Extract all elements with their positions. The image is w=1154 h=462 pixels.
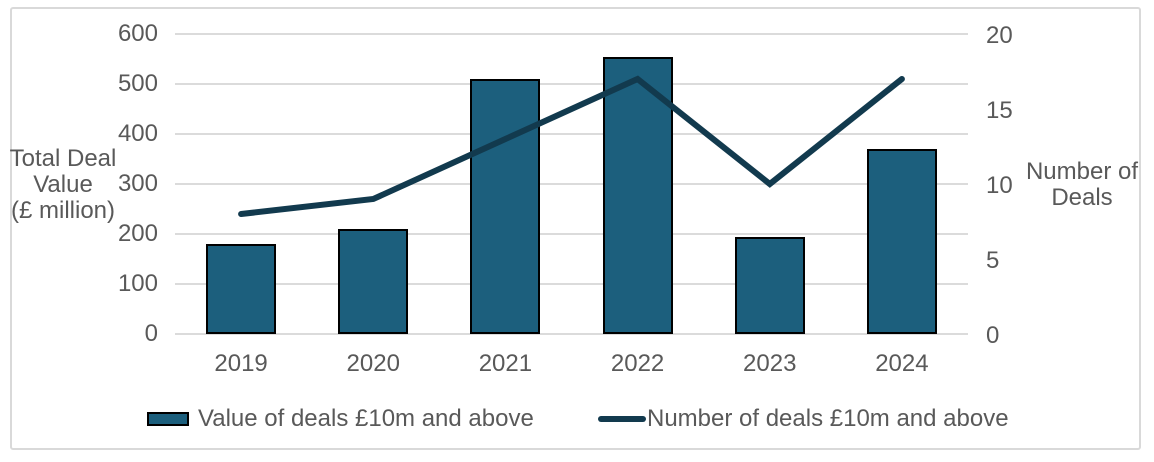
- legend-label-bar-series: Value of deals £10m and above: [198, 405, 534, 432]
- gridline: [175, 83, 968, 85]
- bar-2024: [866, 149, 937, 334]
- left-axis-tick-label: 400: [117, 120, 158, 147]
- bar-2019: [206, 244, 277, 334]
- bar-series-swatch-icon: [147, 412, 189, 426]
- left-axis-tick-label: 200: [117, 220, 158, 247]
- right-axis-tick-label: 15: [986, 97, 1013, 124]
- left-axis-tick-label: 500: [117, 70, 158, 97]
- x-axis-category-label: 2024: [875, 350, 929, 377]
- line-series-swatch-icon: [598, 416, 646, 422]
- chart-frame: [10, 7, 1141, 450]
- bar-2023: [734, 236, 805, 334]
- bar-2020: [338, 229, 409, 334]
- gridline: [175, 133, 968, 135]
- left-axis-tick-label: 100: [117, 270, 158, 297]
- gridline: [175, 33, 968, 35]
- right-axis-tick-label: 10: [986, 172, 1013, 199]
- x-axis-category-label: 2023: [743, 350, 797, 377]
- bar-2022: [602, 56, 673, 334]
- right-axis-tick-label: 5: [986, 247, 1000, 274]
- left-axis-tick-label: 600: [117, 20, 158, 47]
- bar-2021: [470, 79, 541, 334]
- gridline: [175, 333, 968, 335]
- right-axis-title: Number of Deals: [1025, 158, 1139, 211]
- left-axis-title: Total Deal Value (£ million): [9, 145, 117, 224]
- left-axis-tick-label: 300: [117, 170, 158, 197]
- x-axis-category-label: 2021: [478, 350, 533, 377]
- x-axis-category-label: 2019: [214, 350, 268, 377]
- legend-label-line-series: Number of deals £10m and above: [647, 405, 1009, 432]
- right-axis-tick-label: 20: [986, 22, 1013, 49]
- x-axis-category-label: 2020: [346, 350, 400, 377]
- gridline: [175, 233, 968, 235]
- gridline: [175, 183, 968, 185]
- left-axis-tick-label: 0: [144, 320, 158, 347]
- right-axis-tick-label: 0: [986, 322, 1000, 349]
- legend-item-bar-series: Value of deals £10m and above: [147, 405, 534, 433]
- x-axis-category-label: 2022: [610, 350, 665, 377]
- gridline: [175, 283, 968, 285]
- legend-item-line-series: Number of deals £10m and above: [598, 405, 1009, 433]
